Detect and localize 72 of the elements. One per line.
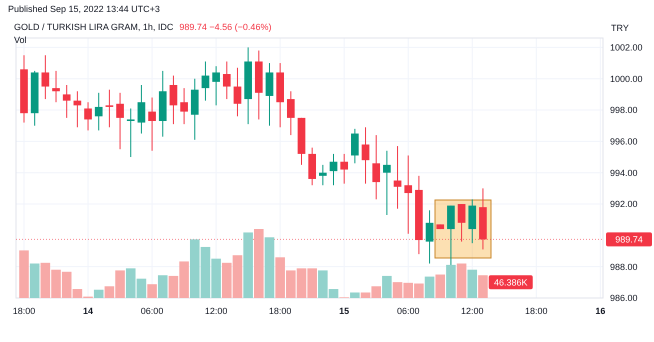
candlestick [202, 60, 210, 102]
y-tick-label: 996.00 [610, 136, 638, 147]
y-tick-label: 992.00 [610, 199, 638, 210]
y-tick-label: 988.00 [610, 262, 638, 272]
y-axis-title: TRY [611, 23, 629, 33]
candlestick [52, 70, 60, 103]
bar [456, 264, 466, 298]
x-tick-label: 12:00 [204, 306, 228, 316]
x-tick-label: 14 [83, 306, 94, 316]
candlestick [404, 154, 412, 234]
candlestick [42, 54, 50, 100]
candlestick [468, 198, 476, 244]
candlestick [319, 164, 327, 186]
bar [350, 292, 360, 298]
bar [264, 237, 274, 298]
bar [19, 250, 29, 298]
y-tick-label: 998.00 [610, 105, 638, 116]
x-tick-label: 16 [595, 306, 606, 316]
candlestick [286, 90, 295, 136]
candlestick [340, 153, 348, 184]
y-tick-label: 986.00 [610, 293, 638, 304]
bar [467, 270, 478, 298]
candlestick [138, 84, 146, 134]
candlestick [62, 84, 71, 118]
bar [30, 264, 40, 298]
candlestick [222, 60, 231, 100]
bar [254, 229, 264, 298]
chart-title: GOLD / TURKISH LIRA GRAM, 1h, IDC [14, 22, 174, 32]
candlestick [170, 75, 178, 125]
bar [424, 276, 434, 298]
bar [446, 264, 456, 298]
annotation: 46.386K [494, 277, 528, 288]
candlestick [426, 210, 434, 264]
x-tick-label: 18:00 [525, 306, 548, 316]
candlestick [84, 102, 92, 131]
text: Published Sep 15, 2022 13:44 UTC+3 [8, 4, 160, 14]
candlestick [394, 146, 402, 210]
candlestick [458, 204, 466, 242]
candlestick [106, 89, 114, 128]
chart-title: Vol [14, 35, 27, 45]
candlestick [212, 66, 220, 106]
y-tick-label: 1002.00 [610, 42, 643, 53]
candlestick [126, 108, 135, 158]
candlestick [180, 88, 188, 125]
candlestick [148, 97, 156, 152]
ref-line-label: 989.74 [615, 234, 643, 245]
candlestick [351, 128, 359, 164]
bar [382, 276, 392, 298]
candlestick [383, 150, 391, 216]
candlestick [362, 126, 370, 184]
candlestick [74, 90, 82, 128]
chart-subtitle: 989.74 −4.56 (−0.46%) [179, 22, 272, 32]
y-tick-label: 1000.00 [610, 74, 643, 84]
bar [435, 274, 446, 298]
x-tick-label: 18:00 [12, 306, 36, 316]
y-tick-label: 994.00 [610, 168, 638, 178]
x-tick-label: 06:00 [396, 306, 420, 316]
bar [158, 275, 168, 298]
candlestick [94, 92, 103, 131]
x-tick-label: 06:00 [140, 306, 164, 316]
x-tick-label: 18:00 [268, 306, 292, 316]
bar [147, 284, 157, 298]
candlestick [330, 153, 338, 186]
bar [478, 275, 488, 298]
candlestick [116, 92, 124, 150]
x-tick-label: 15 [339, 306, 350, 316]
candlestick [266, 62, 274, 126]
bar [243, 232, 253, 298]
bar [94, 290, 104, 298]
candlestick [234, 67, 242, 117]
x-tick-label: 12:00 [460, 306, 484, 316]
candlestick [372, 134, 380, 200]
